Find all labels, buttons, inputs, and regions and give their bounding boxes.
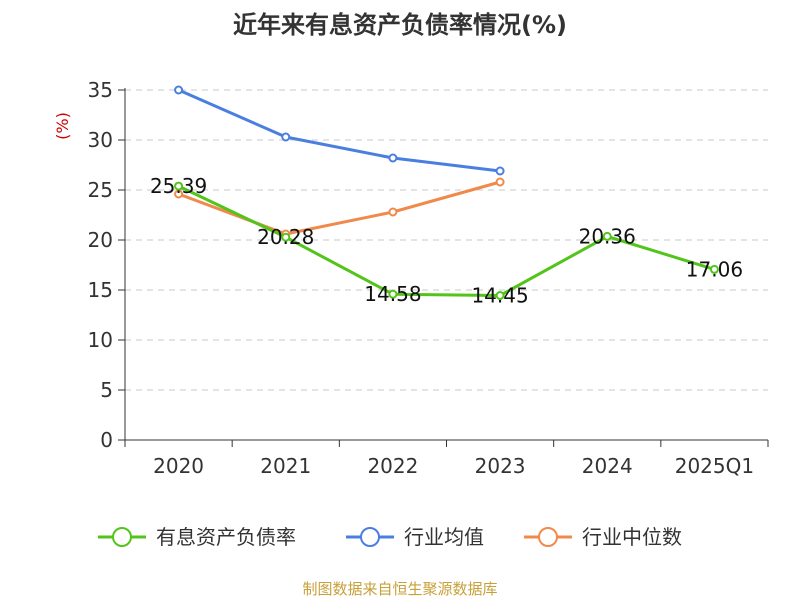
legend-label: 行业均值 (404, 525, 484, 549)
y-axis-label: (%) (53, 112, 72, 140)
series-layer (174, 85, 719, 300)
legend-swatch-marker (360, 527, 380, 547)
data-labels: 25.39 20.28 14.58 14.45 20.36 17.06 (150, 174, 743, 307)
data-point (388, 289, 398, 299)
x-tick-label: 2024 (582, 454, 633, 478)
grid (125, 89, 768, 391)
data-point (602, 231, 612, 241)
data-label: 20.36 (579, 224, 636, 248)
data-point (281, 232, 291, 242)
data-point (495, 166, 505, 176)
x-tick-label: 2021 (260, 454, 311, 478)
data-label: 14.58 (364, 282, 421, 306)
legend-label: 有息资产负债率 (156, 525, 296, 549)
data-point (174, 181, 184, 191)
legend-swatch-marker (112, 527, 132, 547)
data-label: 25.39 (150, 174, 207, 198)
legend: 有息资产负债率 行业均值 行业中位数 (98, 525, 682, 549)
y-tick-label: 0 (100, 428, 113, 452)
data-point (281, 132, 291, 142)
y-tick-label: 20 (88, 228, 113, 252)
data-point (388, 153, 398, 163)
y-tick-label: 35 (88, 78, 113, 102)
data-point (388, 207, 398, 217)
data-label: 20.28 (257, 225, 314, 249)
axes: 0 5 10 15 20 25 30 35 2020 2021 2022 2023 2024 2025Q1 (88, 78, 769, 478)
data-label: 17.06 (686, 257, 743, 281)
series-line (177, 184, 716, 297)
data-point (174, 85, 184, 95)
y-tick-label: 5 (100, 378, 113, 402)
legend-label: 行业中位数 (582, 525, 682, 549)
series-line (177, 180, 502, 236)
chart-title: 近年来有息资产负债率情况(%) (233, 11, 567, 39)
y-tick-label: 15 (88, 278, 113, 302)
legend-swatch-marker (538, 527, 558, 547)
x-tick-label: 2025Q1 (675, 454, 754, 478)
data-point (709, 264, 719, 274)
y-tick-label: 25 (88, 178, 113, 202)
x-tick-label: 2020 (153, 454, 204, 478)
series-line (177, 88, 502, 173)
y-tick-label: 10 (88, 328, 113, 352)
x-tick-label: 2022 (367, 454, 418, 478)
y-tick-label: 30 (88, 128, 113, 152)
data-label: 14.45 (471, 284, 528, 308)
source-note: 制图数据来自恒生聚源数据库 (302, 580, 497, 598)
data-point (495, 177, 505, 187)
data-point (495, 291, 505, 300)
x-tick-label: 2023 (475, 454, 526, 478)
